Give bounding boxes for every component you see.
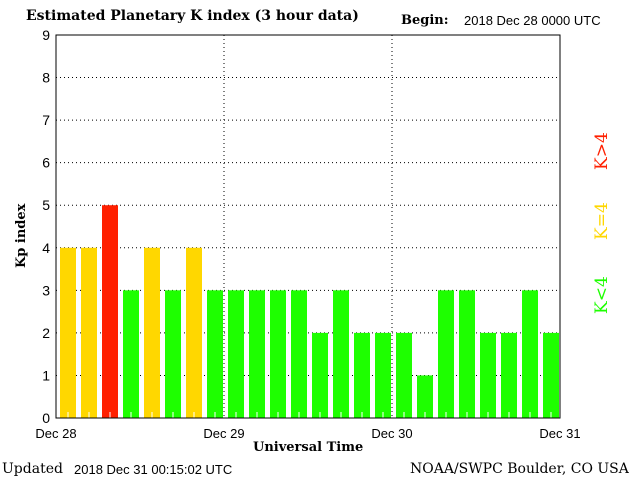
y-tick-label: 1 bbox=[42, 367, 50, 383]
x-tick-label: Dec 28 bbox=[35, 426, 76, 441]
plot-frame bbox=[55, 34, 561, 419]
bar bbox=[417, 375, 433, 418]
bar bbox=[165, 290, 181, 418]
bar bbox=[81, 247, 97, 418]
bar bbox=[60, 247, 76, 418]
bar bbox=[249, 290, 265, 418]
bar bbox=[312, 332, 328, 418]
legend-low: K<4 bbox=[592, 276, 612, 314]
bar bbox=[186, 247, 202, 418]
y-tick-label: 4 bbox=[42, 240, 50, 256]
y-tick-label: 8 bbox=[42, 70, 50, 86]
bar bbox=[375, 332, 391, 418]
bar bbox=[396, 332, 412, 418]
x-tick-label: Dec 29 bbox=[203, 426, 244, 441]
bar bbox=[501, 332, 517, 418]
chart-title: Estimated Planetary K index (3 hour data… bbox=[26, 8, 359, 24]
y-tick-label: 2 bbox=[42, 325, 50, 341]
y-tick-label: 9 bbox=[42, 27, 50, 43]
y-axis-label: Kp index bbox=[14, 203, 29, 268]
x-tick-label: Dec 31 bbox=[539, 426, 580, 441]
x-axis-label: Universal Time bbox=[253, 440, 364, 455]
y-tick-label: 6 bbox=[42, 155, 50, 171]
y-tick-label: 0 bbox=[42, 410, 50, 426]
updated-label: Updated bbox=[2, 461, 63, 477]
y-tick-label: 7 bbox=[42, 112, 50, 128]
bar bbox=[123, 290, 139, 418]
bar bbox=[144, 247, 160, 418]
bar bbox=[480, 332, 496, 418]
bar bbox=[270, 290, 286, 418]
bar bbox=[438, 290, 454, 418]
updated-value: 2018 Dec 31 00:15:02 UTC bbox=[74, 462, 233, 477]
legend-equal: K=4 bbox=[592, 202, 612, 240]
begin-label: Begin: bbox=[401, 13, 449, 28]
y-tick-label: 3 bbox=[42, 282, 50, 298]
bar bbox=[354, 332, 370, 418]
bar bbox=[207, 290, 223, 418]
bar bbox=[102, 205, 118, 418]
credit: NOAA/SWPC Boulder, CO USA bbox=[410, 461, 629, 477]
y-tick-label: 5 bbox=[42, 197, 50, 213]
bar bbox=[543, 332, 559, 418]
bar bbox=[522, 290, 538, 418]
bar bbox=[333, 290, 349, 418]
bar bbox=[291, 290, 307, 418]
bar bbox=[459, 290, 475, 418]
bar bbox=[228, 290, 244, 418]
legend-high: K>4 bbox=[592, 132, 612, 170]
x-tick-label: Dec 30 bbox=[371, 426, 412, 441]
begin-value: 2018 Dec 28 0000 UTC bbox=[464, 13, 601, 28]
